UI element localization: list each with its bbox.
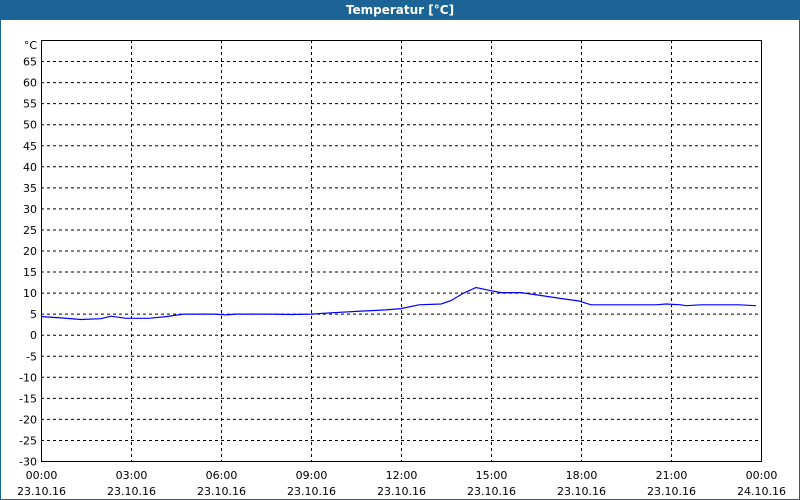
x-tick-date: 23.10.16 [377,485,426,498]
x-tick-time: 15:00 [476,469,508,482]
temperature-chart: 65605550454035302520151050-5-10-15-20-25… [17,39,786,498]
y-tick-label: 60 [23,77,37,90]
y-tick-label: 50 [23,119,37,132]
y-axis-unit: °C [24,39,38,52]
y-tick-label: 10 [23,287,37,300]
y-tick-label: 40 [23,161,37,174]
y-tick-label: -30 [19,456,37,469]
y-tick-label: 30 [23,203,37,216]
y-tick-label: 5 [30,308,37,321]
y-tick-label: -10 [19,371,37,384]
x-tick-time: 09:00 [296,469,328,482]
x-tick-date: 24.10.16 [737,485,786,498]
x-tick-time: 06:00 [206,469,238,482]
y-tick-label: 55 [23,98,37,111]
temperature-line [41,286,757,321]
y-tick-label: 65 [23,56,37,69]
x-tick-date: 23.10.16 [647,485,696,498]
y-tick-label: -20 [19,413,37,426]
y-tick-label: 15 [23,266,37,279]
y-tick-label: -25 [19,434,37,447]
x-tick-time: 12:00 [386,469,418,482]
x-tick-date: 23.10.16 [467,485,516,498]
y-tick-label: 0 [30,329,37,342]
x-tick-time: 00:00 [26,469,58,482]
x-tick-date: 23.10.16 [557,485,606,498]
x-tick-date: 23.10.16 [17,485,66,498]
x-tick-time: 03:00 [116,469,148,482]
window-title: Temperatur [°C] [1,0,799,20]
y-tick-label: 20 [23,245,37,258]
y-tick-label: -15 [19,392,37,405]
y-tick-label: -5 [26,350,37,363]
x-tick-time: 18:00 [566,469,598,482]
x-tick-date: 23.10.16 [287,485,336,498]
y-tick-label: 45 [23,140,37,153]
x-tick-time: 21:00 [656,469,688,482]
plot-frame [41,40,762,462]
x-tick-date: 23.10.16 [107,485,156,498]
y-tick-label: 25 [23,224,37,237]
x-tick-time: 00:00 [746,469,778,482]
y-tick-label: 35 [23,182,37,195]
x-tick-date: 23.10.16 [197,485,246,498]
